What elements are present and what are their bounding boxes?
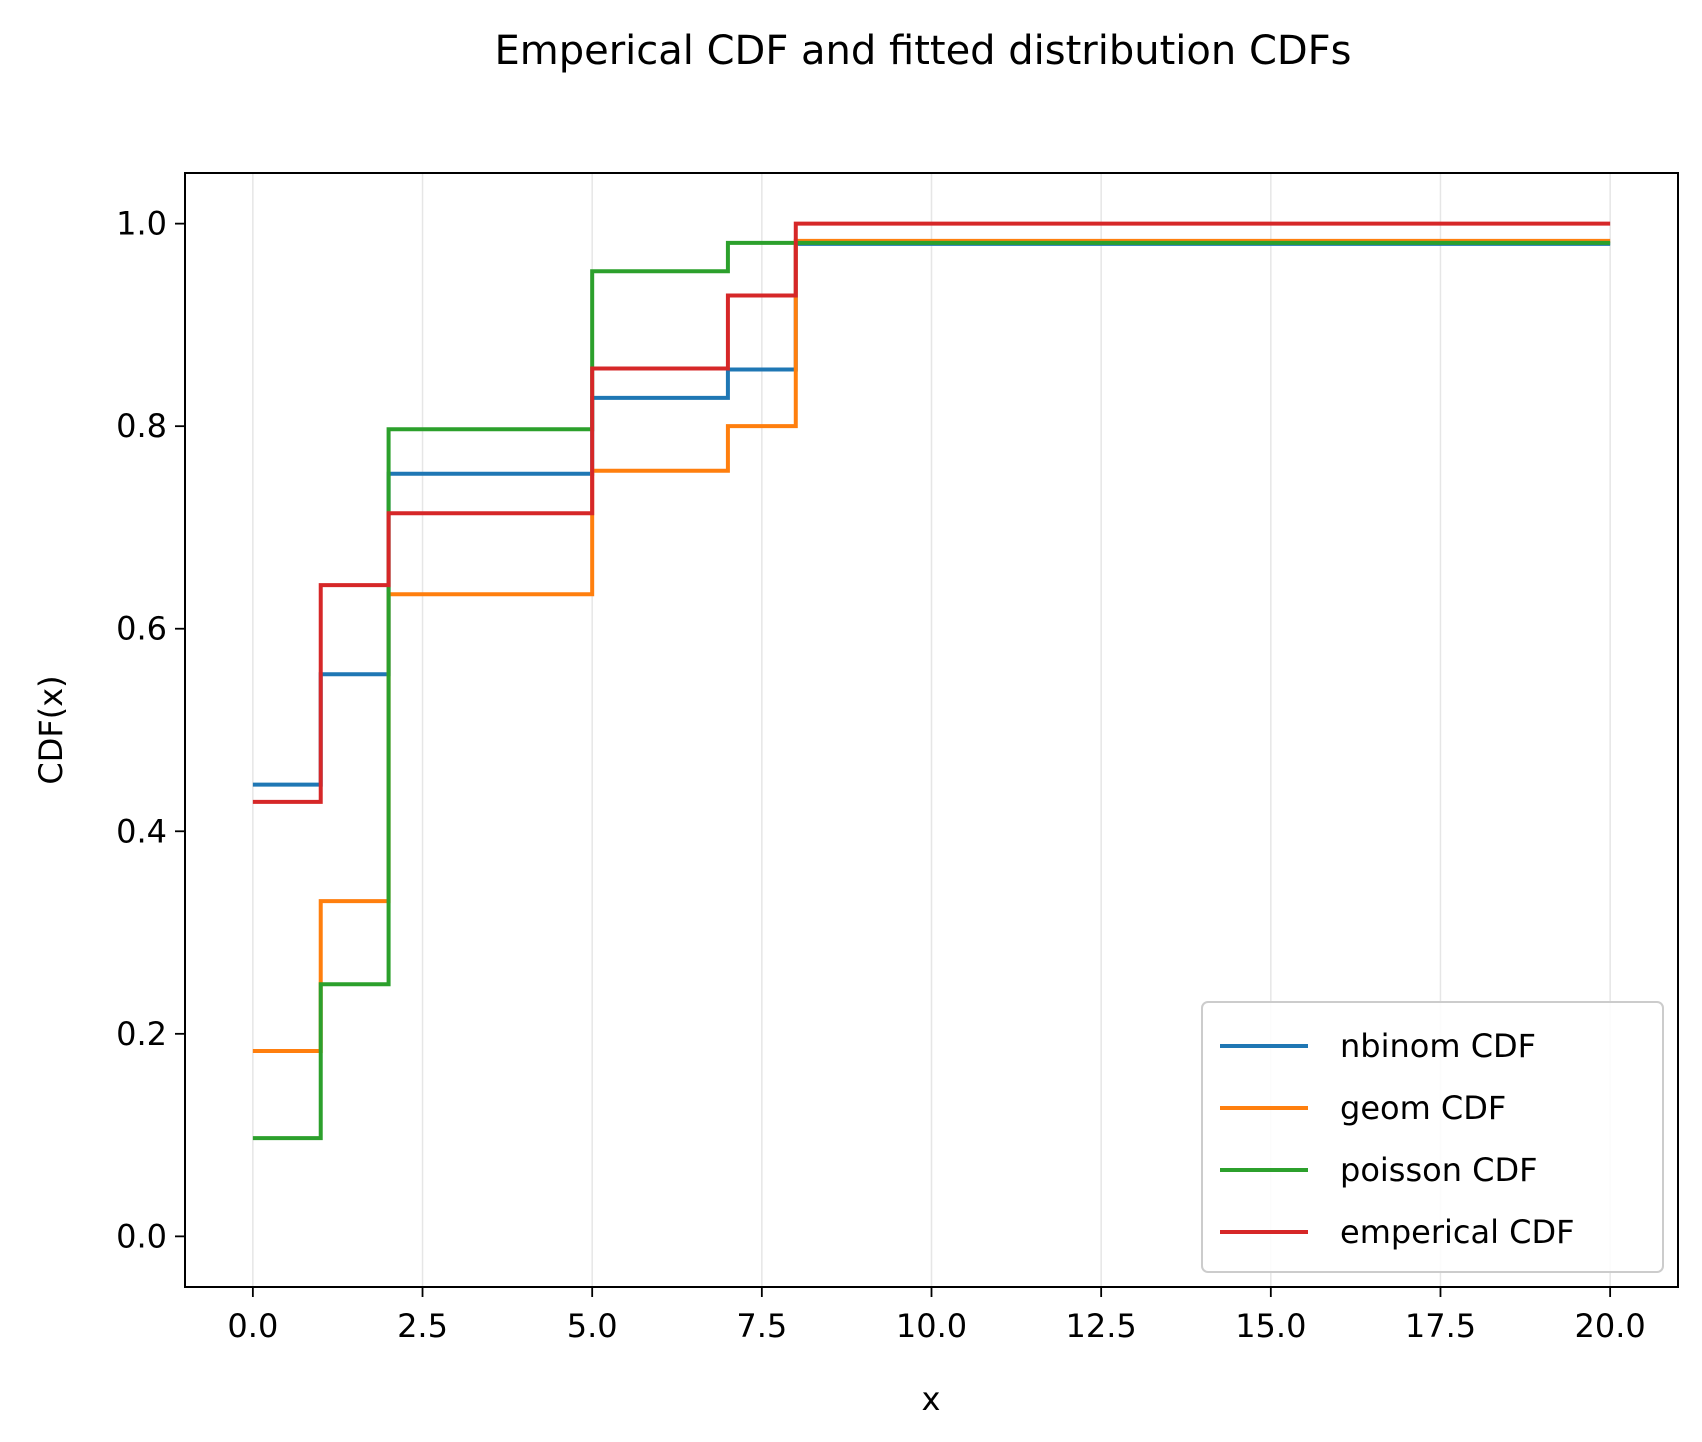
y-axis-label: CDF(x) bbox=[32, 675, 70, 784]
legend-label: emperical CDF bbox=[1340, 1213, 1575, 1251]
y-tick-label: 0.6 bbox=[116, 610, 167, 648]
series-group bbox=[252, 221, 1611, 1141]
x-tick-label: 5.0 bbox=[567, 1307, 618, 1345]
y-tick-label: 1.0 bbox=[116, 205, 167, 243]
x-tick-label: 20.0 bbox=[1575, 1307, 1646, 1345]
y-tick-label: 0.8 bbox=[116, 407, 167, 445]
x-axis-label: x bbox=[922, 1380, 941, 1418]
x-tick-label: 7.5 bbox=[736, 1307, 787, 1345]
y-tick-label: 0.0 bbox=[116, 1217, 167, 1255]
chart-title: Emperical CDF and fitted distribution CD… bbox=[494, 28, 1351, 74]
x-tick-label: 2.5 bbox=[397, 1307, 448, 1345]
x-axis-ticks: 0.0 2.5 5.0 7.5 10.0 12.5 15.0 17.5 20.0 bbox=[227, 1287, 1646, 1345]
y-tick-label: 0.2 bbox=[116, 1015, 167, 1053]
x-tick-label: 10.0 bbox=[896, 1307, 967, 1345]
x-tick-label: 0.0 bbox=[227, 1307, 278, 1345]
legend-label: geom CDF bbox=[1340, 1089, 1506, 1127]
legend: nbinom CDF geom CDF poisson CDF emperical C… bbox=[1201, 1001, 1664, 1273]
x-tick-label: 12.5 bbox=[1066, 1307, 1137, 1345]
legend-box bbox=[1201, 1001, 1664, 1273]
legend-label: poisson CDF bbox=[1340, 1151, 1538, 1189]
x-tick-label: 17.5 bbox=[1405, 1307, 1476, 1345]
y-axis-ticks: 0.0 0.2 0.4 0.6 0.8 1.0 bbox=[116, 205, 185, 1255]
y-tick-label: 0.4 bbox=[116, 812, 167, 850]
series-line-geom-cdf bbox=[252, 238, 1611, 1054]
x-tick-label: 15.0 bbox=[1235, 1307, 1306, 1345]
legend-label: nbinom CDF bbox=[1340, 1027, 1536, 1065]
series-line-emperical-cdf bbox=[252, 221, 1611, 804]
